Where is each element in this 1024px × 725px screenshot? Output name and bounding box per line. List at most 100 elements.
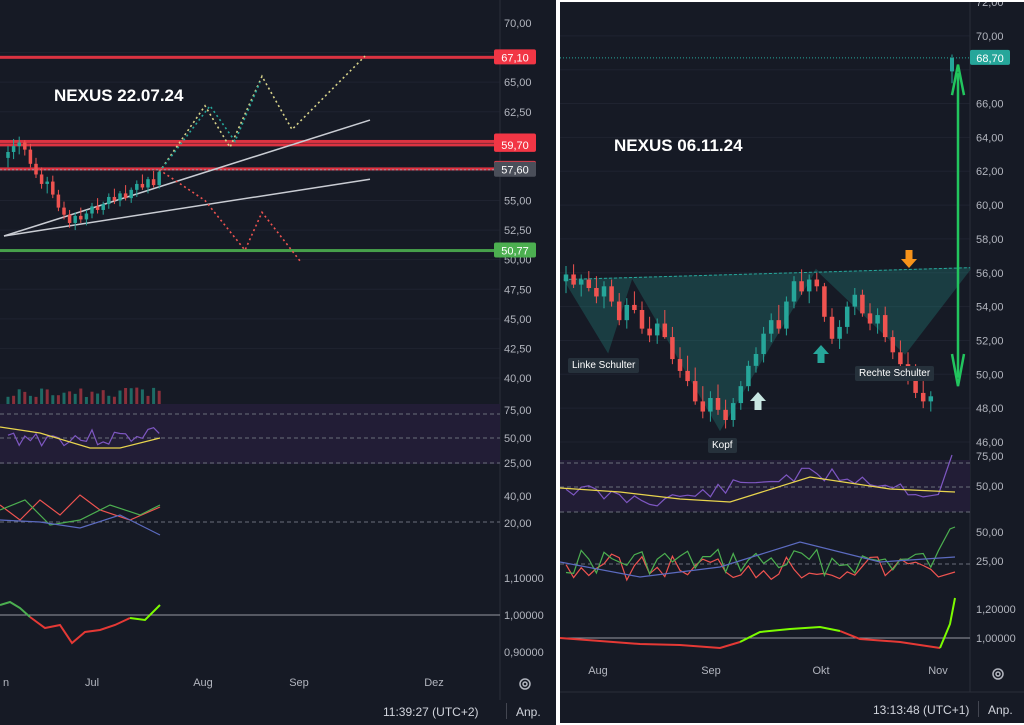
candle-body [692, 381, 698, 402]
volume-bar [79, 388, 83, 405]
x-tick-label: Sep [289, 677, 309, 689]
right-time-label: 13:13:48 (UTC+1) [873, 703, 970, 717]
right-chart-title: NEXUS 06.11.24 [614, 136, 743, 155]
candle-body [799, 281, 804, 292]
y-tick-label: 56,00 [976, 268, 1004, 280]
head-label: Kopf [708, 438, 737, 453]
candle-body [837, 326, 842, 339]
y-tick-label: 45,00 [504, 314, 532, 326]
left-divider [506, 703, 507, 719]
volume-bar [107, 395, 111, 405]
candle-body [670, 337, 675, 360]
settings-gear-icon[interactable] [517, 676, 533, 692]
right-divider [978, 701, 979, 717]
candle-body [51, 181, 55, 195]
left-chart-panel: 70,0065,0062,5057,5055,0052,5050,0047,50… [0, 0, 556, 725]
candle-body [753, 354, 759, 366]
candle-body [118, 193, 122, 201]
candle-body [84, 213, 89, 220]
arrow-up-icon [750, 392, 766, 410]
ratio-line-up [0, 600, 31, 618]
right-bottom-bar: 13:13:48 (UTC+1) Anp. [560, 695, 1024, 723]
candle-body [601, 286, 607, 297]
x-tick-label: n [3, 677, 9, 689]
volume-bar [118, 390, 122, 405]
candle-body [101, 204, 105, 210]
price-label: 67,10 [501, 52, 529, 64]
volume-bar [28, 395, 32, 405]
candle-body [708, 398, 713, 412]
candle-body [129, 189, 133, 199]
volume-bar [23, 391, 27, 405]
candle-body [882, 315, 888, 338]
y-tick-label: 66,00 [976, 99, 1004, 111]
candle-body [738, 386, 744, 404]
candle-body [123, 193, 128, 199]
arrow-up-head [950, 64, 966, 96]
candle-body [852, 294, 858, 307]
candle-body [814, 279, 820, 287]
candle-body [860, 294, 865, 314]
y-tick-label: 62,50 [504, 107, 532, 119]
candle-body [875, 315, 880, 324]
candle-body [730, 403, 736, 420]
volume-bar [12, 395, 16, 405]
ratio-tick-label: 1,00000 [976, 633, 1016, 645]
rsi-ma-line [560, 476, 956, 503]
horizontal-level-line [0, 55, 500, 59]
x-tick-label: Nov [928, 665, 948, 677]
right-chart-panel: 72,00 70,00 66,00 64,00 62,00 60,00 58,00 56,00… [560, 2, 1024, 723]
candle-body [791, 281, 797, 302]
y-tick-label: 58,00 [976, 234, 1004, 246]
candle-body [23, 142, 27, 150]
right-mode-button[interactable]: Anp. [988, 703, 1013, 717]
candle-body [890, 337, 896, 353]
settings-gear-icon[interactable] [990, 666, 1006, 682]
dmi-tick-label: 50,00 [976, 527, 1004, 539]
candle-body [594, 288, 599, 297]
candle-body [609, 286, 614, 302]
candle-body [73, 215, 77, 223]
volume-bar [146, 395, 150, 405]
ratio-tick-label: 1,20000 [976, 604, 1016, 616]
right-chart-canvas[interactable]: 72,00 70,00 66,00 64,00 62,00 60,00 58,00 56,00… [560, 2, 1024, 723]
price-label-box [494, 136, 536, 152]
candle-body [67, 214, 72, 223]
volume-bar [124, 388, 128, 405]
neckline [563, 267, 971, 281]
y-tick-label: 60,00 [976, 200, 1004, 212]
candle-body [746, 365, 751, 387]
price-label: 59,70 [501, 140, 529, 152]
price-label: 57,60 [501, 165, 529, 177]
y-tick-label: 64,00 [976, 132, 1004, 144]
y-tick-label: 65,00 [504, 77, 532, 89]
candle-body [571, 274, 576, 285]
candle-body [632, 304, 637, 310]
candle-body [95, 206, 100, 210]
ratio-line-down [560, 637, 741, 650]
volume-bar [129, 388, 133, 405]
ratio-line-up [939, 597, 956, 649]
volume-bar [101, 390, 105, 405]
dmi-plus-line [565, 526, 956, 578]
price-label-box [494, 49, 536, 65]
candle-body [723, 409, 728, 420]
x-tick-label: Jul [85, 677, 99, 689]
y-tick-label: 40,00 [504, 373, 532, 385]
y-tick-label: 62,00 [976, 166, 1004, 178]
volume-bar [6, 396, 10, 405]
candle-body [578, 279, 584, 285]
bear-projection [158, 169, 301, 262]
left-mode-button[interactable]: Anp. [516, 705, 541, 719]
left-chart-canvas[interactable]: 70,0065,0062,5057,5055,0052,5050,0047,50… [0, 0, 556, 725]
rsi-tick-label: 50,00 [504, 433, 532, 445]
rsi-background [560, 460, 970, 512]
candle-body [639, 310, 645, 329]
candle-body [898, 352, 903, 365]
rsi-tick-label: 50,00 [976, 481, 1004, 493]
left-shoulder-label: Linke Schulter [568, 358, 640, 373]
volume-bar [140, 389, 144, 405]
candle-body [806, 279, 812, 292]
volume-bar [84, 396, 88, 405]
y-tick-label: 54,00 [976, 302, 1004, 314]
